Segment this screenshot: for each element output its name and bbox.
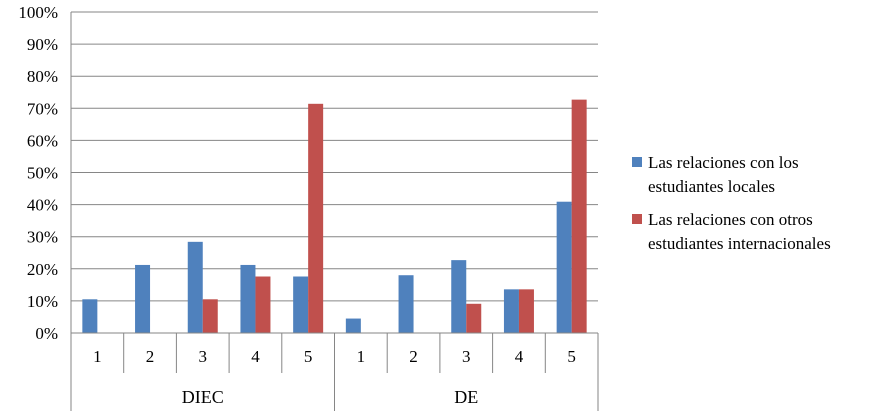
axes bbox=[70, 12, 599, 411]
legend-swatch bbox=[632, 157, 642, 167]
y-tick-label: 40% bbox=[27, 196, 58, 215]
gridlines bbox=[71, 11, 598, 334]
x-tick-label: 3 bbox=[199, 347, 208, 366]
x-tick-label: 1 bbox=[357, 347, 366, 366]
bar-internacionales bbox=[571, 99, 587, 334]
y-tick-label: 10% bbox=[27, 292, 58, 311]
bar-locales bbox=[293, 276, 309, 333]
bar-internacionales bbox=[518, 289, 534, 333]
y-tick-label: 70% bbox=[27, 99, 58, 118]
bar-internacionales bbox=[255, 276, 271, 333]
bar-internacionales bbox=[466, 303, 482, 333]
x-tick-label: 3 bbox=[462, 347, 471, 366]
y-tick-label: 0% bbox=[35, 324, 58, 343]
legend-label: Las relaciones con los estudiantes locale… bbox=[648, 153, 799, 196]
bars bbox=[82, 99, 587, 334]
y-tick-label: 20% bbox=[27, 260, 58, 279]
bar-locales bbox=[345, 318, 361, 333]
bar-internacionales bbox=[308, 103, 324, 333]
y-tick-label: 60% bbox=[27, 131, 58, 150]
bar-locales bbox=[135, 264, 151, 333]
group-label: DIEC bbox=[182, 387, 224, 407]
x-tick-label: 1 bbox=[93, 347, 102, 366]
x-tick-label: 5 bbox=[567, 347, 576, 366]
y-tick-label: 90% bbox=[27, 35, 58, 54]
bar-locales bbox=[240, 264, 256, 333]
bar-locales bbox=[82, 299, 98, 333]
y-tick-label: 50% bbox=[27, 164, 58, 183]
group-label: DE bbox=[454, 387, 478, 407]
bar-locales bbox=[451, 260, 467, 333]
y-tick-label: 100% bbox=[18, 3, 58, 22]
bar-internacionales bbox=[202, 299, 218, 333]
x-tick-label: 4 bbox=[251, 347, 260, 366]
bar-locales bbox=[398, 275, 414, 333]
legend: Las relaciones con los estudiantes locale… bbox=[632, 153, 831, 253]
bar-locales bbox=[187, 241, 203, 333]
bar-locales bbox=[556, 201, 572, 333]
x-axis-labels: 1 2 3 4 5 1 2 3 4 5 DIEC DE bbox=[93, 347, 576, 407]
x-tick-label: 5 bbox=[304, 347, 313, 366]
legend-label: Las relaciones con otros estudiantes inte… bbox=[648, 210, 831, 253]
y-tick-label: 30% bbox=[27, 228, 58, 247]
bar-locales bbox=[503, 289, 519, 333]
x-tick-label: 4 bbox=[515, 347, 524, 366]
legend-swatch bbox=[632, 214, 642, 224]
x-tick-label: 2 bbox=[146, 347, 155, 366]
y-tick-label: 80% bbox=[27, 67, 58, 86]
x-tick-label: 2 bbox=[409, 347, 418, 366]
y-axis-ticks: 0% 10% 20% 30% 40% 50% 60% 70% 80% 90% 100% bbox=[18, 3, 58, 343]
